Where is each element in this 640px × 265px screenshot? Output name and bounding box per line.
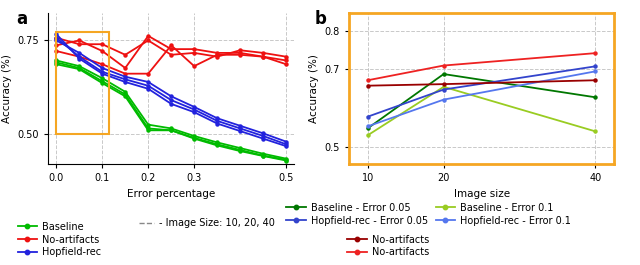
- Text: a: a: [16, 10, 27, 28]
- Legend: Baseline - Error 0.05, Hopfield-rec - Error 0.05, Baseline - Error 0.1, Hopfield: Baseline - Error 0.05, Hopfield-rec - Er…: [287, 203, 571, 226]
- Y-axis label: Accuracy (%): Accuracy (%): [309, 54, 319, 123]
- Text: b: b: [314, 10, 326, 28]
- Legend: Baseline, No-artifacts, Hopfield-rec: Baseline, No-artifacts, Hopfield-rec: [18, 222, 101, 258]
- X-axis label: Image size: Image size: [454, 189, 509, 199]
- Legend: - Image Size: 10, 20, 40: - Image Size: 10, 20, 40: [140, 218, 275, 228]
- Bar: [56, 32, 109, 134]
- Y-axis label: Accuracy (%): Accuracy (%): [2, 54, 12, 123]
- X-axis label: Error percentage: Error percentage: [127, 189, 215, 199]
- Legend: No-artifacts, No-artifacts: No-artifacts, No-artifacts: [348, 235, 429, 258]
